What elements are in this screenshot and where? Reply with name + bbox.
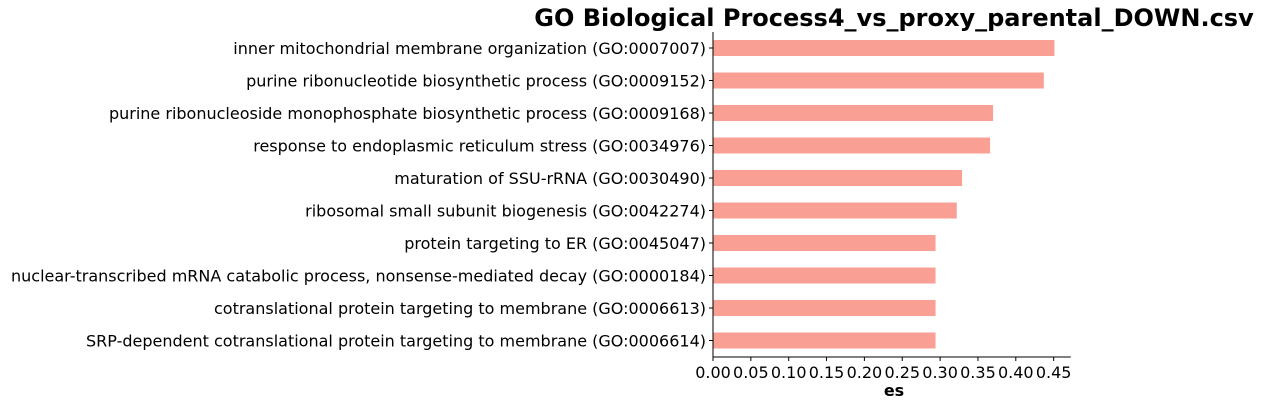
bar bbox=[713, 137, 991, 154]
category-label: purine ribonucleoside monophosphate bios… bbox=[109, 104, 706, 123]
category-label: cotranslational protein targeting to mem… bbox=[214, 299, 706, 318]
category-label: response to endoplasmic reticulum stress… bbox=[253, 137, 706, 156]
x-tick-label: 0.15 bbox=[809, 363, 845, 382]
bar bbox=[713, 267, 936, 284]
x-tick-label: 0.25 bbox=[884, 363, 920, 382]
chart-title: GO Biological Process4_vs_proxy_parental… bbox=[534, 4, 1254, 32]
category-labels: inner mitochondrial membrane organizatio… bbox=[11, 39, 713, 351]
category-label: maturation of SSU-rRNA (GO:0030490) bbox=[394, 169, 706, 188]
bar bbox=[713, 235, 936, 251]
x-tick-label: 0.30 bbox=[922, 363, 958, 382]
axes-group bbox=[712, 32, 1071, 358]
x-axis-label: es bbox=[884, 381, 904, 400]
x-tick-label: 0.35 bbox=[960, 363, 996, 382]
bar bbox=[713, 72, 1044, 89]
x-tick-label: 0.40 bbox=[998, 363, 1034, 382]
category-label: purine ribonucleotide biosynthetic proce… bbox=[246, 72, 706, 91]
bar bbox=[713, 40, 1055, 56]
x-tick-label: 0.10 bbox=[771, 363, 807, 382]
x-tick-label: 0.45 bbox=[1036, 363, 1072, 382]
category-label: inner mitochondrial membrane organizatio… bbox=[233, 39, 706, 58]
x-tick-label: 0.05 bbox=[733, 363, 769, 382]
category-label: protein targeting to ER (GO:0045047) bbox=[404, 234, 706, 253]
category-label: SRP-dependent cotranslational protein ta… bbox=[86, 332, 706, 351]
bar bbox=[713, 300, 936, 316]
category-label: nuclear-transcribed mRNA catabolic proce… bbox=[11, 267, 706, 286]
bars-group bbox=[713, 40, 1055, 349]
x-tick-label: 0.00 bbox=[695, 363, 731, 382]
x-ticks: 0.00 0.05 0.10 0.15 0.20 0.25 0.30 0.35 0.40 0.45 bbox=[695, 357, 1071, 382]
bar bbox=[713, 332, 936, 349]
bar bbox=[713, 202, 957, 219]
bar bbox=[713, 170, 963, 186]
category-label: ribosomal small subunit biogenesis (GO:0… bbox=[305, 202, 706, 221]
bar bbox=[713, 105, 994, 121]
x-tick-label: 0.20 bbox=[847, 363, 883, 382]
